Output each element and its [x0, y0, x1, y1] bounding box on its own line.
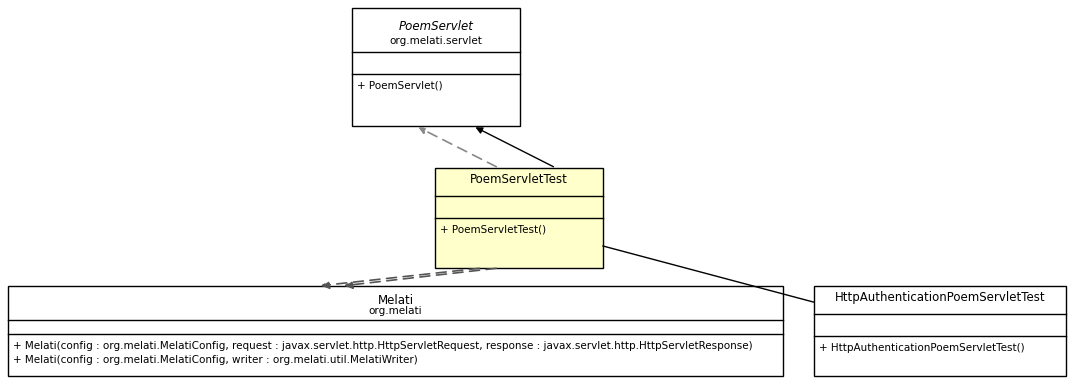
Text: + PoemServlet(): + PoemServlet()	[357, 81, 443, 91]
Text: HttpAuthenticationPoemServletTest: HttpAuthenticationPoemServletTest	[835, 291, 1045, 304]
Text: + Melati(config : org.melati.MelatiConfig, request : javax.servlet.http.HttpServ: + Melati(config : org.melati.MelatiConfi…	[13, 341, 753, 351]
Text: + PoemServletTest(): + PoemServletTest()	[440, 225, 546, 235]
Bar	[8, 286, 783, 376]
Text: + HttpAuthenticationPoemServletTest(): + HttpAuthenticationPoemServletTest()	[819, 343, 1025, 353]
Text: PoemServletTest: PoemServletTest	[470, 173, 568, 186]
Text: + Melati(config : org.melati.MelatiConfig, writer : org.melati.util.MelatiWriter: + Melati(config : org.melati.MelatiConfi…	[13, 355, 418, 365]
Bar	[352, 8, 520, 126]
Bar	[814, 286, 1066, 376]
Text: org.melati.servlet: org.melati.servlet	[389, 36, 482, 46]
Text: org.melati: org.melati	[369, 306, 422, 316]
Text: Melati: Melati	[377, 294, 414, 307]
Text: PoemServlet: PoemServlet	[399, 20, 474, 33]
Bar	[435, 168, 602, 268]
